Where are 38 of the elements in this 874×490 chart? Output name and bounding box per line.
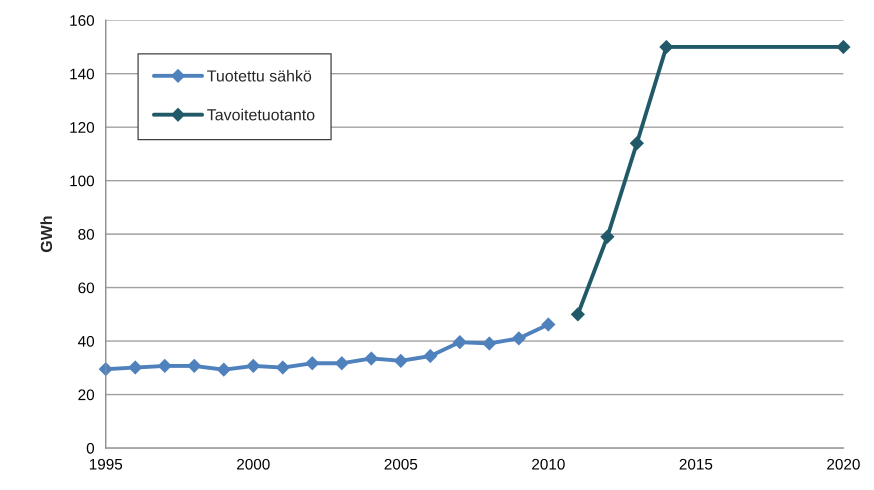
y-axis-title: GWh (40, 216, 52, 252)
x-tick-label: 2005 (384, 458, 418, 470)
y-tick-label: 40 (78, 336, 94, 347)
point (216, 362, 231, 377)
y-tick-label: 160 (70, 15, 94, 26)
point (600, 230, 614, 244)
y-tick-label: 100 (70, 176, 94, 186)
point (128, 360, 142, 374)
y-tick-label: 0 (86, 442, 94, 454)
legend-label: Tuotettu sähkö (207, 70, 312, 82)
point (246, 359, 260, 373)
point (570, 307, 585, 322)
y-tick-label: 80 (78, 228, 94, 240)
x-tick-label: 2015 (680, 458, 712, 470)
point (187, 359, 202, 373)
point (334, 356, 349, 370)
y-tick-label: 60 (78, 282, 94, 294)
point (305, 356, 320, 370)
legend-label: Tavoitetuotanto (207, 108, 314, 120)
point (394, 354, 408, 368)
point (423, 349, 438, 363)
x-tick-label: 2000 (237, 458, 270, 470)
y-tick-label: 20 (78, 389, 94, 400)
x-tick-label: 1995 (90, 458, 122, 470)
point (541, 318, 556, 332)
point (276, 360, 290, 374)
point (364, 352, 378, 366)
point (452, 335, 467, 350)
x-tick-label: 2020 (827, 458, 860, 470)
point (630, 136, 644, 150)
y-tick-label: 120 (70, 122, 94, 133)
x-tick-label: 2010 (532, 458, 565, 470)
y-tick-label: 140 (70, 68, 94, 80)
point (482, 336, 496, 350)
point (836, 40, 850, 54)
point (659, 40, 674, 54)
point (512, 331, 526, 346)
point (158, 359, 172, 373)
